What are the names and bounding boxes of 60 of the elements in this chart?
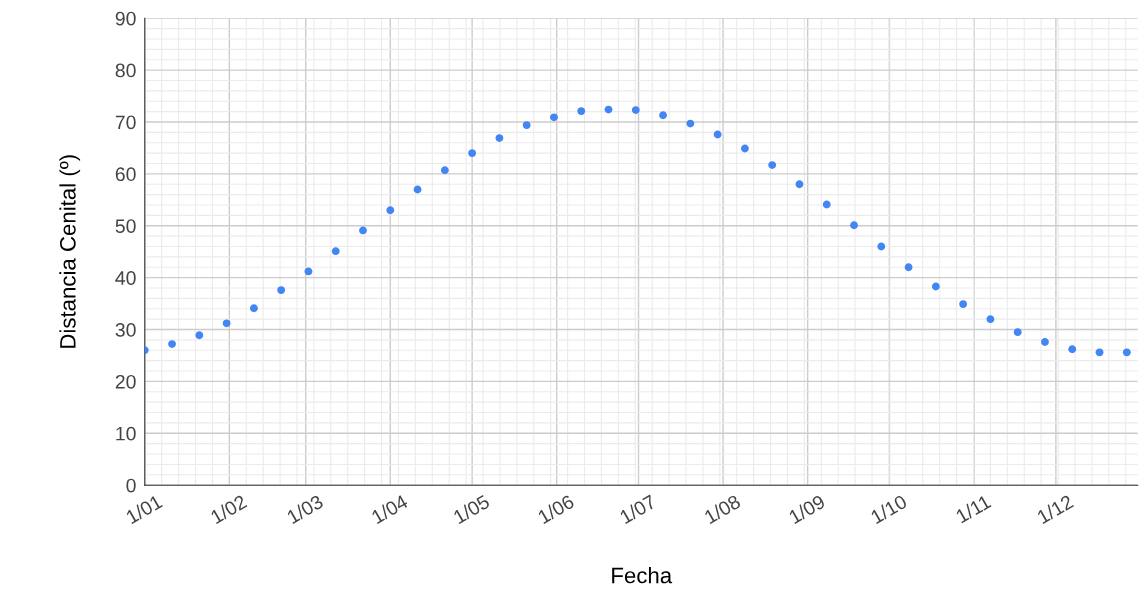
y-tick-label: 90: [115, 11, 136, 26]
point: [1041, 338, 1049, 346]
point: [468, 149, 477, 158]
point: [277, 286, 286, 295]
x-tick-label: 1/10: [869, 493, 908, 525]
point: [986, 315, 995, 324]
point: [304, 267, 313, 276]
x-axis-title: Fecha: [612, 567, 673, 584]
point: [795, 180, 804, 189]
y-tick-label: 30: [115, 323, 136, 337]
point: [959, 300, 968, 309]
point: [631, 106, 640, 114]
point: [686, 119, 695, 128]
point: [659, 111, 667, 120]
point: [740, 144, 749, 153]
point: [168, 340, 176, 348]
point: [822, 200, 831, 209]
point: [386, 206, 395, 215]
y-tick-label: 20: [115, 374, 136, 389]
point: [577, 107, 586, 116]
point: [440, 166, 449, 175]
x-tick-label: 1/05: [452, 493, 491, 525]
y-tick-label: 70: [115, 115, 136, 130]
point: [222, 319, 231, 328]
point: [550, 113, 558, 122]
x-tick-label: 1/01: [125, 493, 163, 525]
x-tick-label: 1/12: [1036, 494, 1075, 525]
point: [1013, 328, 1022, 337]
point: [931, 282, 940, 291]
point: [850, 221, 858, 230]
point: [1122, 348, 1131, 357]
y-tick-label: 0: [126, 478, 136, 493]
x-tick-label: 1/03: [286, 493, 324, 525]
point: [604, 105, 613, 114]
y-tick-label: 40: [115, 271, 136, 285]
x-tick-label: 1/08: [703, 493, 742, 525]
x-tick-label: 1/06: [537, 493, 575, 525]
point: [249, 304, 258, 313]
point: [495, 134, 504, 143]
point: [768, 161, 777, 169]
y-tick-label: 60: [115, 167, 136, 182]
x-tick-label: 1/09: [788, 493, 826, 525]
y-axis-title: Distancia Cenital (º): [59, 155, 81, 348]
point: [195, 331, 204, 340]
x-tick-label: 1/02: [209, 494, 248, 525]
y-tick-label: 50: [115, 219, 136, 234]
point: [359, 226, 367, 235]
point: [331, 247, 340, 256]
point: [1095, 348, 1104, 357]
point: [713, 130, 722, 139]
x-tick-label: 1/04: [370, 493, 409, 525]
y-tick-label: 10: [116, 426, 136, 441]
point: [1068, 345, 1077, 354]
point: [522, 121, 531, 130]
point: [413, 185, 422, 194]
x-tick-label: 1/07: [618, 494, 657, 525]
point: [904, 263, 913, 272]
x-tick-label: 1/11: [955, 493, 992, 524]
point: [877, 242, 886, 251]
y-tick-label: 80: [115, 63, 136, 78]
